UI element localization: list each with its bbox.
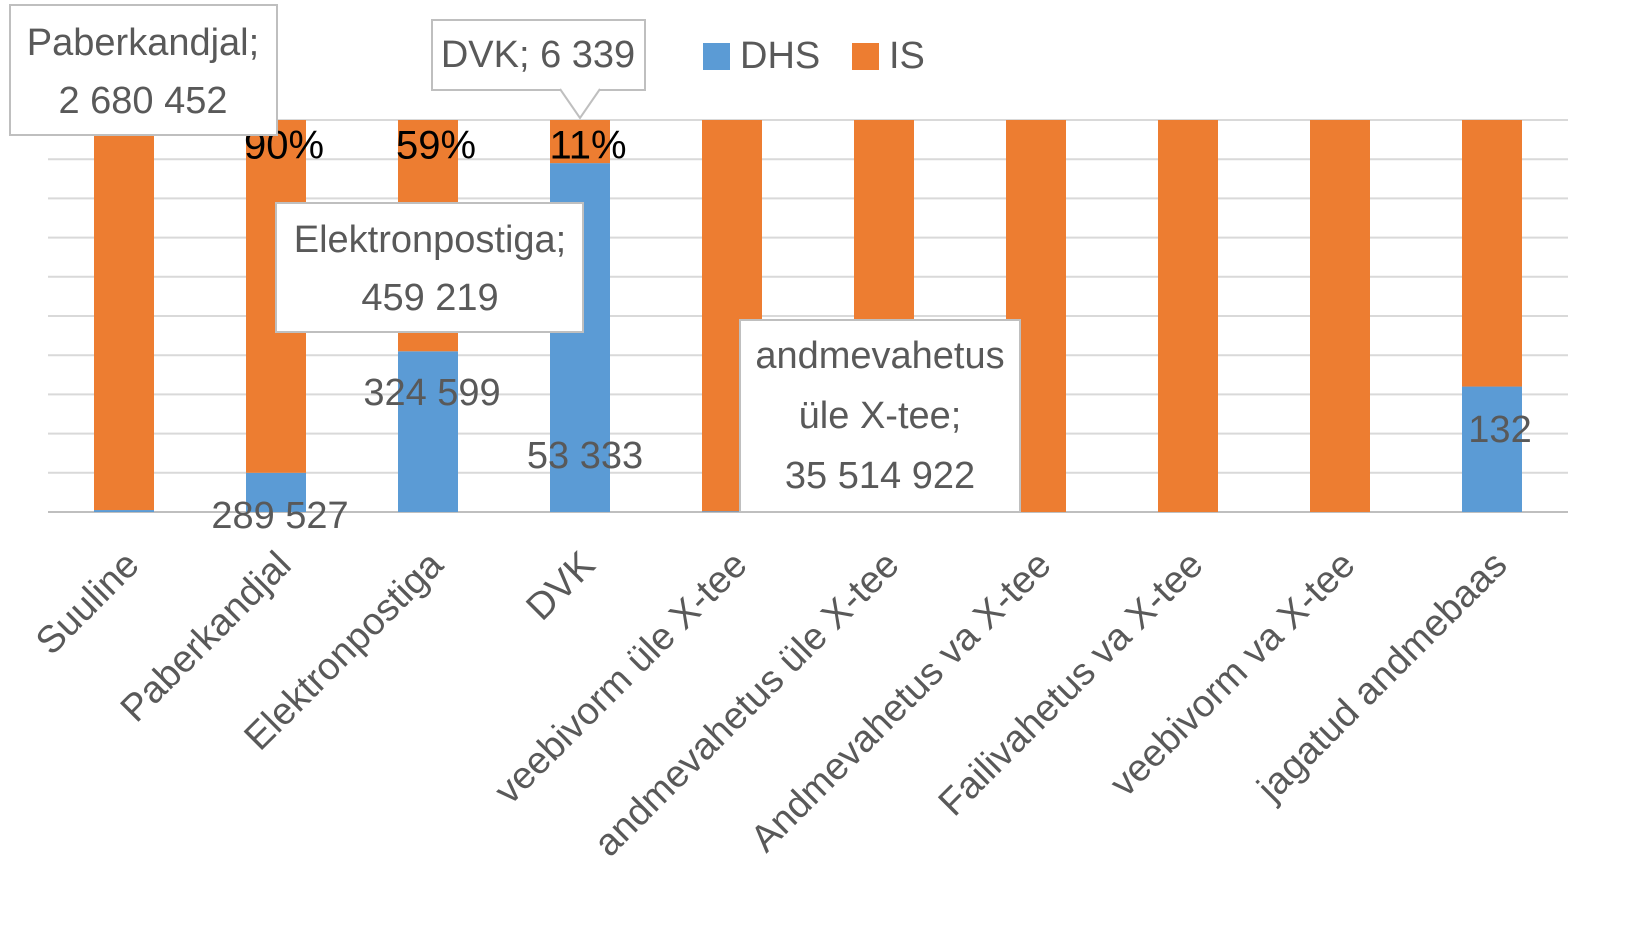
callout-text: DVK; 6 339 <box>441 34 635 76</box>
callout-text: 459 219 <box>361 277 498 319</box>
callout-text: andmevahetus <box>755 335 1004 377</box>
legend-label: DHS <box>740 35 820 77</box>
callout-box <box>739 319 1021 513</box>
x-tick-label: Andmevahetus va X-tee <box>743 544 1059 860</box>
x-tick-label: Failivahetus va X-tee <box>931 544 1212 825</box>
legend-swatch <box>703 43 730 70</box>
callout-box <box>9 4 278 136</box>
callout-text: 2 680 452 <box>58 80 227 122</box>
bar-segment <box>550 120 610 164</box>
data-label: 11% <box>549 124 626 168</box>
x-tick-label: Suuline <box>28 544 147 663</box>
callout-text: üle X-tee; <box>799 395 962 437</box>
bar-segment <box>398 351 458 512</box>
callout-text: Paberkandjal; <box>27 22 259 64</box>
annotation: 324 599 <box>363 372 500 414</box>
bar-segment <box>246 472 306 512</box>
bar-segment <box>702 511 762 512</box>
bar-segment <box>1310 120 1370 512</box>
legend-swatch <box>852 43 879 70</box>
callout-text: Elektronpostiga; <box>294 219 567 261</box>
annotation: 132 <box>1468 409 1531 451</box>
bar-segment <box>1462 386 1522 512</box>
x-tick-label: DVK <box>519 544 604 629</box>
x-tick-label: jagatud andmebaas <box>1249 544 1515 810</box>
bar-segment <box>94 510 154 512</box>
x-tick-label: andmevahetus üle X-tee <box>586 544 907 865</box>
callout-box <box>431 19 646 91</box>
annotation: 289 527 <box>211 495 348 537</box>
data-label: 59% <box>396 124 476 168</box>
bar-segment <box>1462 120 1522 387</box>
callout-pointer <box>559 88 601 120</box>
bar-segment <box>94 120 154 511</box>
bar-segment <box>1158 120 1218 512</box>
annotation: 53 333 <box>527 435 643 477</box>
x-tick-label: veebivorm üle X-tee <box>487 544 756 813</box>
legend-label: IS <box>889 35 925 77</box>
callout-box <box>275 202 584 333</box>
callout-text: 35 514 922 <box>785 455 975 497</box>
